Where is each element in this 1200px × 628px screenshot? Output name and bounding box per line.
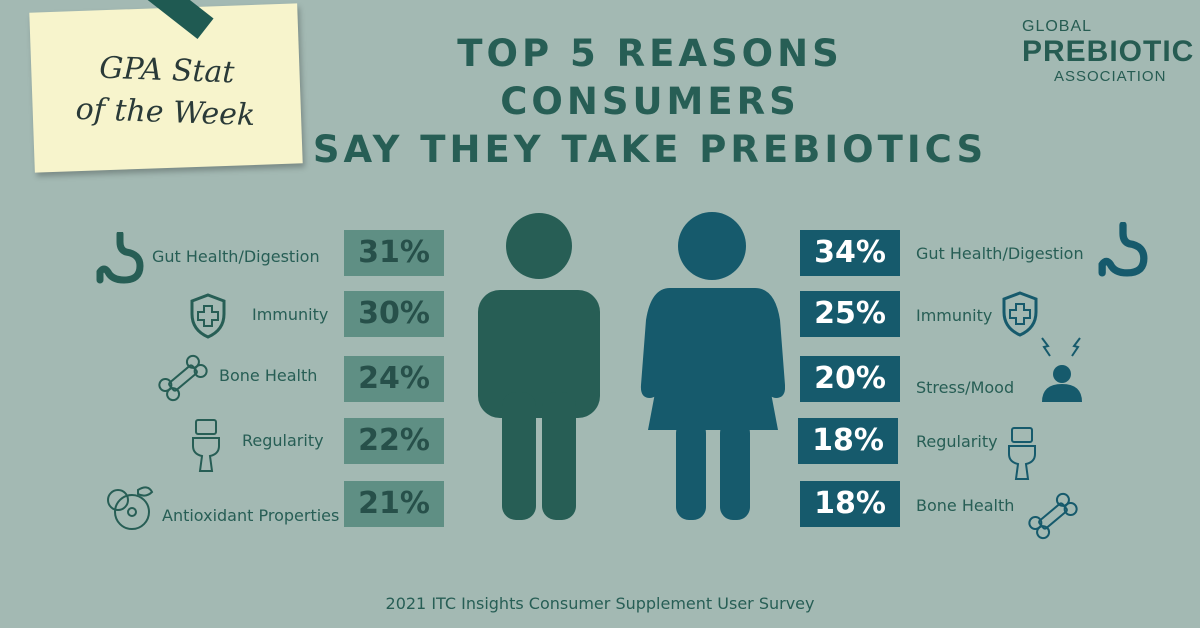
stomach-icon: [1098, 222, 1148, 277]
logo-line-3: ASSOCIATION: [1054, 68, 1167, 85]
logo-line-2: PREBIOTIC: [1022, 35, 1195, 68]
women-value-4: 18%: [798, 418, 898, 464]
logo-line-1: GLOBAL: [1022, 18, 1093, 35]
men-label-5: Antioxidant Properties: [162, 506, 340, 525]
women-label-2: Immunity: [916, 306, 993, 325]
stress-icon: [1041, 337, 1082, 402]
men-label-4: Regularity: [242, 431, 324, 450]
male-figure-icon: [478, 213, 600, 520]
women-value-2: 25%: [800, 291, 900, 337]
note-line-2: of the Week: [75, 91, 256, 134]
men-value-4: 22%: [344, 418, 444, 464]
men-label-3: Bone Health: [219, 366, 318, 385]
women-label-1: Gut Health/Digestion: [916, 244, 1084, 263]
page-title: TOP 5 REASONS CONSUMERS SAY THEY TAKE PR…: [300, 30, 1000, 174]
tape-strip: [140, 0, 214, 39]
men-value-3: 24%: [344, 356, 444, 402]
antioxidant-icon: [107, 486, 154, 530]
women-label-3: Stress/Mood: [916, 378, 1015, 397]
bone-icon: [1028, 492, 1078, 540]
women-value-3: 20%: [800, 356, 900, 402]
shield-icon: [1002, 291, 1038, 337]
men-value-1: 31%: [344, 230, 444, 276]
source-footer: 2021 ITC Insights Consumer Supplement Us…: [385, 594, 815, 613]
title-line-1: TOP 5 REASONS CONSUMERS: [457, 32, 843, 123]
shield-icon: [190, 293, 226, 339]
toilet-icon: [1008, 427, 1036, 480]
women-value-5: 18%: [800, 481, 900, 527]
stomach-icon: [96, 232, 144, 284]
men-label-2: Immunity: [252, 305, 329, 324]
female-figure-icon: [640, 212, 785, 520]
sticky-note: GPA Stat of the Week: [29, 0, 303, 173]
gpa-logo: GLOBAL PREBIOTIC ASSOCIATION: [1022, 18, 1195, 85]
women-label-4: Regularity: [916, 432, 998, 451]
men-value-5: 21%: [344, 481, 444, 527]
women-label-5: Bone Health: [916, 496, 1015, 515]
sticky-note-text: GPA Stat of the Week: [31, 45, 302, 138]
men-value-2: 30%: [344, 291, 444, 337]
bone-icon: [158, 354, 208, 402]
toilet-icon: [192, 419, 220, 472]
women-value-1: 34%: [800, 230, 900, 276]
men-label-1: Gut Health/Digestion: [152, 247, 320, 266]
title-line-2: SAY THEY TAKE PREBIOTICS: [312, 128, 988, 171]
